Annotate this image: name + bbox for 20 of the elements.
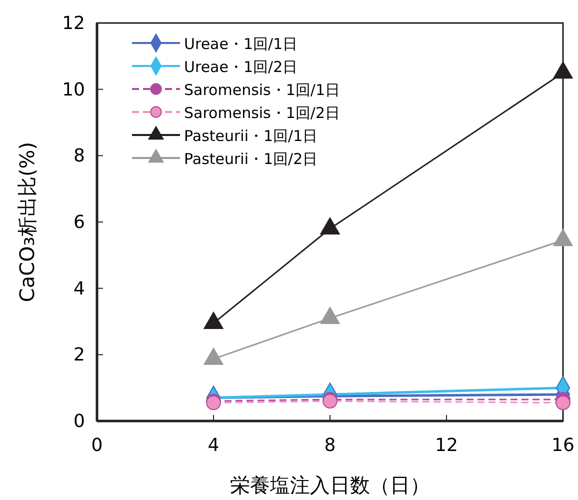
y-axis-title: CaCO₃析出比(%): [12, 142, 40, 302]
x-tick-label: 16: [552, 435, 574, 456]
x-tick-label: 4: [208, 435, 220, 456]
y-tick-label: 6: [74, 212, 85, 233]
legend-label: Pasteurii・1回/1日: [184, 127, 318, 145]
x-tick-label: 0: [91, 435, 103, 456]
legend-label: Saromensis・1回/2日: [184, 104, 340, 122]
x-axis-title: 栄養塩注入日数（日）: [230, 473, 430, 497]
legend-label: Ureae・1回/2日: [184, 58, 298, 76]
x-tick-label: 8: [324, 435, 336, 456]
x-tick-label: 12: [435, 435, 458, 456]
legend-label: Pasteurii・1回/2日: [184, 150, 318, 168]
y-tick-label: 10: [62, 79, 85, 100]
y-tick-label: 4: [74, 278, 85, 300]
legend-label: Saromensis・1回/1日: [184, 81, 340, 99]
y-tick-label: 0: [74, 411, 85, 432]
y-tick-label: 12: [62, 13, 85, 34]
y-tick-label: 2: [74, 344, 85, 366]
y-tick-label: 8: [74, 146, 85, 167]
legend-label: Ureae・1回/1日: [184, 35, 298, 53]
